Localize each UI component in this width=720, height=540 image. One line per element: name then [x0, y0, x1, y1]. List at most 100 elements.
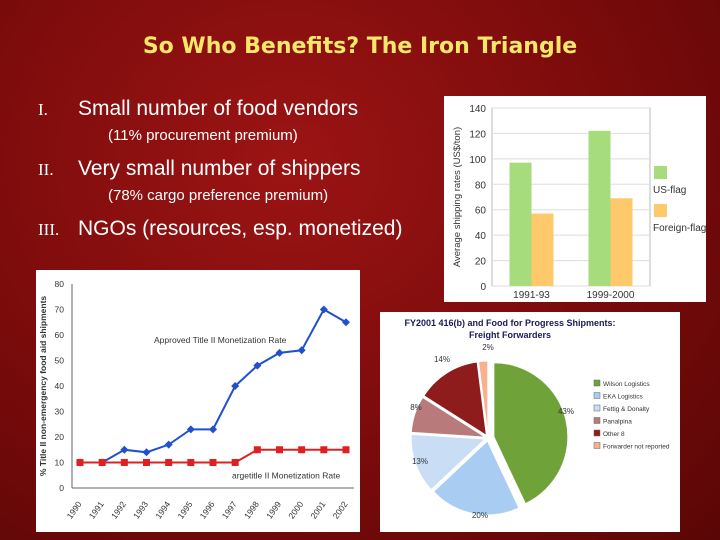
x-tick-label: 1996 — [198, 499, 217, 520]
slice-data-label: 20% — [472, 511, 488, 520]
legend-swatch — [593, 392, 601, 399]
bullet-3: III. NGOs (resources, esp. monetized) — [38, 216, 458, 241]
x-tick-label: 1998 — [242, 499, 261, 520]
legend-label: EKA Logistics — [603, 394, 643, 401]
data-point — [186, 425, 195, 434]
x-tick-label: 2001 — [308, 499, 327, 520]
data-point — [297, 346, 306, 355]
slide-title: So Who Benefits? The Iron Triangle — [142, 34, 578, 59]
pie-slice — [410, 396, 486, 438]
y-tick-label: 0 — [480, 282, 486, 293]
data-point — [187, 459, 195, 466]
data-point — [142, 448, 151, 457]
data-point — [98, 459, 106, 466]
y-tick-label: 140 — [469, 104, 486, 115]
y-tick-label: 20 — [55, 432, 65, 442]
data-point — [76, 459, 84, 466]
y-tick-label: 80 — [55, 279, 65, 289]
bullet-2-text: Very small number of shippers — [78, 157, 361, 180]
y-tick-label: 0 — [59, 483, 64, 493]
pie-slice — [477, 360, 489, 436]
slice-data-label: 8% — [410, 403, 422, 412]
data-point — [209, 425, 217, 434]
y-tick-label: 60 — [475, 206, 487, 217]
y-tick-label: 100 — [469, 155, 486, 166]
monetization-line-chart: 0 10 20 30 40 50 60 70 80 % Title II non-emergenc… — [36, 270, 360, 532]
pie-slice — [410, 433, 487, 491]
pie-slice — [493, 362, 569, 505]
x-tick-label: 1999-2000 — [587, 290, 635, 301]
bullet-1-number: I. — [38, 100, 48, 119]
legend-label: Foreign-flag — [653, 223, 706, 234]
x-tick-label: 1991 — [87, 499, 106, 520]
data-point — [275, 348, 284, 357]
legend-label: Forwarder not reported — [603, 444, 670, 451]
data-point — [164, 440, 173, 449]
legend-label: Panalpina — [603, 419, 632, 426]
data-point — [231, 382, 240, 390]
bullet-1-subtext: (11% procurement premium) — [108, 127, 298, 144]
x-tick-label: 1991-93 — [513, 290, 550, 301]
x-tick-label: 1993 — [131, 499, 150, 520]
data-point — [143, 459, 150, 466]
chart-title: FY2001 416(b) and Food for Progress Ship… — [404, 318, 615, 328]
legend-swatch — [593, 379, 601, 387]
data-point — [342, 318, 350, 327]
y-axis-label: % Title II non-emergency food aid shipme… — [38, 296, 48, 477]
pie-slice — [432, 440, 520, 516]
series-annotation: argetitle II Monetization Rate — [232, 470, 340, 480]
y-tick-label: 50 — [55, 356, 65, 366]
legend-swatch — [654, 204, 667, 217]
x-tick-label: 1997 — [220, 499, 239, 520]
series-line — [80, 308, 347, 464]
legend-swatch — [654, 166, 667, 179]
x-tick-label: 1999 — [264, 499, 283, 520]
data-point — [253, 361, 262, 370]
data-point — [298, 446, 306, 454]
slice-data-label: 2% — [482, 343, 494, 352]
y-tick-label: 40 — [475, 231, 487, 242]
data-point — [231, 459, 239, 466]
legend-swatch — [593, 429, 601, 437]
data-point — [320, 446, 328, 454]
data-point — [319, 305, 328, 314]
x-tick-label: 1994 — [153, 499, 172, 520]
bullet-list: I. Small number of food vendors (11% proc… — [38, 96, 458, 245]
y-tick-label: 20 — [475, 257, 487, 268]
data-point — [276, 446, 283, 454]
legend-label: Other 8 — [603, 431, 625, 438]
data-point — [165, 459, 173, 466]
legend-label: Fettig & Donalty — [603, 406, 650, 413]
y-tick-label: 30 — [55, 407, 65, 417]
y-tick-label: 120 — [469, 129, 486, 140]
x-tick-label: 1990 — [65, 499, 84, 520]
freight-forwarders-pie-chart: FY2001 416(b) and Food for Progress Ship… — [380, 312, 680, 532]
data-point — [209, 459, 217, 466]
y-tick-label: 80 — [475, 180, 487, 191]
chart-title: Freight Forwarders — [469, 330, 551, 340]
data-point — [253, 446, 261, 454]
pie-slice — [423, 361, 488, 437]
legend-label: US-flag — [653, 185, 686, 196]
bar-chart-svg: 0 20 40 60 80 100 120 140 Average shipping rates… — [452, 104, 706, 301]
bar-foreign-flag — [610, 198, 633, 286]
x-tick-label: 1992 — [109, 499, 128, 520]
y-tick-label: 40 — [55, 381, 65, 391]
bullet-1: I. Small number of food vendors — [38, 96, 458, 121]
bar-us-flag — [509, 162, 532, 286]
x-tick-label: 2002 — [331, 499, 350, 520]
shipping-rates-bar-chart: 0 20 40 60 80 100 120 140 Average shipping rates… — [444, 96, 706, 302]
bullet-3-text: NGOs (resources, esp. monetized) — [78, 217, 403, 240]
y-tick-label: 10 — [55, 458, 65, 468]
legend-swatch — [593, 404, 601, 412]
bar-us-flag — [588, 130, 611, 286]
data-point — [120, 459, 128, 466]
y-tick-label: 70 — [55, 305, 65, 315]
bullet-2: II. Very small number of shippers — [38, 156, 458, 181]
x-tick-label: 1995 — [175, 499, 194, 520]
x-tick-label: 2000 — [286, 499, 305, 520]
slice-data-label: 14% — [434, 355, 450, 364]
data-point — [120, 445, 129, 454]
pie-chart-svg: FY2001 416(b) and Food for Progress Ship… — [404, 318, 670, 520]
bullet-3-number: III. — [38, 220, 60, 239]
